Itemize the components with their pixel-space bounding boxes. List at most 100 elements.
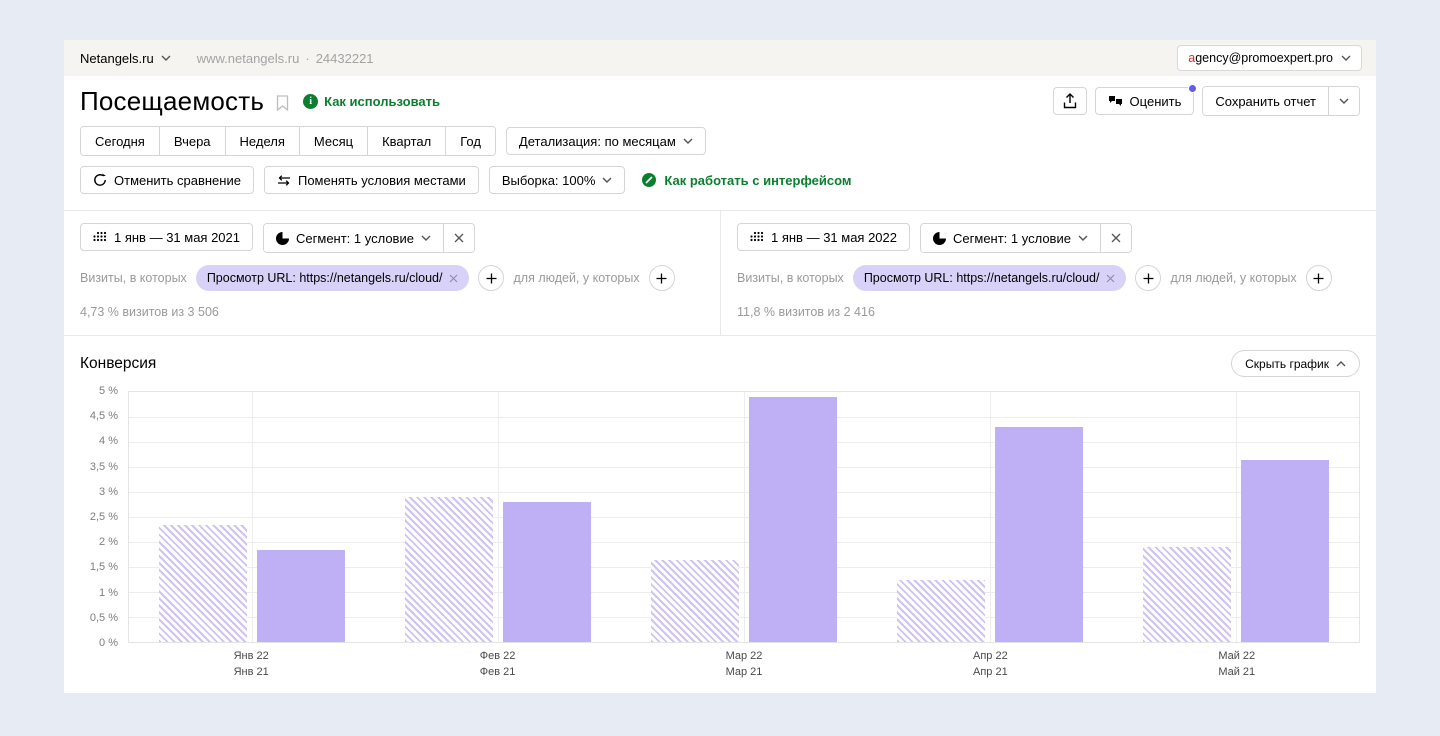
bar-solid[interactable] (995, 427, 1083, 642)
period-tab-1[interactable]: Сегодня (81, 127, 160, 155)
top-bar: Netangels.ru www.netangels.ru · 24432221… (64, 40, 1376, 76)
add-people-condition-button-a[interactable] (648, 265, 675, 291)
period-tab-2[interactable]: Вчера (159, 127, 226, 155)
bar-solid[interactable] (749, 397, 837, 642)
condition-chip-a[interactable]: Просмотр URL: https://netangels.ru/cloud… (195, 265, 470, 291)
bookmark-icon[interactable] (276, 95, 289, 111)
conversion-section: Конверсия Скрыть график 5 % 4,5 % 4 % 3,5 %… (64, 336, 1376, 693)
add-visit-condition-button-a[interactable] (478, 265, 505, 291)
sampling-label: Выборка: 100% (501, 172, 596, 188)
sampling-dropdown[interactable]: Выборка: 100% (488, 166, 626, 194)
period-tab-4[interactable]: Месяц (299, 127, 369, 155)
controls-row: Отменить сравнение Поменять условия мест… (80, 166, 1360, 202)
remove-segment-button-a[interactable] (443, 224, 474, 252)
bar-group (1113, 392, 1359, 642)
bar-solid[interactable] (503, 502, 591, 642)
save-report-button[interactable]: Сохранить отчет (1203, 87, 1328, 115)
v-gridline (990, 392, 991, 642)
period-tab-6[interactable]: Год (446, 127, 495, 155)
segment-stats-b: 11,8 % визитов из 2 416 (737, 305, 875, 319)
swap-icon (277, 174, 290, 186)
bar-solid[interactable] (1241, 459, 1329, 642)
page-title: Посещаемость (80, 85, 265, 116)
how-to-use-label: Как использовать (324, 93, 440, 109)
y-axis-tick: 3,5 % (89, 460, 118, 473)
date-range-label-b: 1 янв — 31 мая 2022 (771, 229, 898, 245)
segment-button-a[interactable]: Сегмент: 1 условие (264, 224, 443, 252)
people-label-b: для людей, у которых (1170, 271, 1297, 285)
conditions-row-a: Визиты, в которых Просмотр URL: https://… (80, 265, 704, 291)
calendar-icon (750, 231, 764, 242)
x-axis-label: Май 22 Май 21 (1218, 650, 1256, 678)
save-report-caret-button[interactable] (1329, 87, 1359, 115)
swap-conditions-label: Поменять условия местами (297, 172, 466, 188)
chip-close-icon[interactable] (1106, 274, 1115, 283)
v-gridline (498, 392, 499, 642)
how-to-use-link[interactable]: i Как использовать (303, 93, 440, 109)
cancel-compare-label: Отменить сравнение (114, 172, 241, 188)
y-axis-tick: 3 % (99, 485, 118, 498)
y-axis-tick: 0 % (99, 637, 118, 649)
interface-help-label: Как работать с интерфейсом (664, 172, 852, 188)
segment-panel-a: 1 янв — 31 мая 2021 Сегмент: 1 условие В… (64, 211, 720, 335)
chart-plot (128, 391, 1360, 643)
rate-label: Оценить (1129, 93, 1182, 109)
add-visit-condition-button-b[interactable] (1135, 265, 1162, 291)
segment-panels: 1 янв — 31 мая 2021 Сегмент: 1 условие В… (64, 210, 1376, 336)
period-tab-3[interactable]: Неделя (225, 127, 300, 155)
chevron-down-icon (161, 55, 171, 61)
segment-label-a: Сегмент: 1 условие (296, 230, 414, 246)
button-divider (442, 224, 444, 252)
date-range-button-a[interactable]: 1 янв — 31 мая 2021 (80, 223, 254, 251)
segment-button-b[interactable]: Сегмент: 1 условие (921, 224, 1100, 252)
date-range-button-b[interactable]: 1 янв — 31 мая 2022 (737, 223, 911, 251)
interface-help-link[interactable]: Как работать с интерфейсом (641, 172, 852, 188)
detail-dropdown[interactable]: Детализация: по месяцам (505, 127, 706, 155)
chevron-up-icon (1336, 360, 1346, 366)
chevron-down-icon (1078, 235, 1088, 241)
rate-button[interactable]: Оценить (1094, 84, 1198, 115)
bar-solid[interactable] (257, 549, 345, 642)
bar-group (375, 392, 621, 642)
add-people-condition-button-b[interactable] (1305, 265, 1332, 291)
cancel-compare-button[interactable]: Отменить сравнение (80, 166, 254, 194)
segment-pie-icon (276, 231, 290, 245)
chart-title: Конверсия (80, 354, 157, 372)
people-label-a: для людей, у которых (513, 271, 640, 285)
v-gridline (744, 392, 745, 642)
export-button[interactable] (1052, 87, 1087, 115)
bar-hatched[interactable] (897, 579, 985, 642)
period-tab-5[interactable]: Квартал (368, 127, 447, 155)
title-row: Посещаемость i Как использовать Оценить … (80, 82, 1360, 120)
site-info: www.netangels.ru · 24432221 (197, 51, 374, 66)
plus-icon (486, 273, 497, 283)
y-axis-tick: 1,5 % (89, 561, 118, 574)
swap-conditions-button[interactable]: Поменять условия местами (263, 166, 479, 194)
bar-hatched[interactable] (651, 559, 739, 642)
bar-group (867, 392, 1113, 642)
bar-hatched[interactable] (1143, 547, 1231, 642)
reset-icon (94, 173, 106, 186)
y-axis-tick: 4 % (99, 435, 118, 448)
remove-segment-button-b[interactable] (1100, 224, 1131, 252)
condition-chip-b[interactable]: Просмотр URL: https://netangels.ru/cloud… (852, 265, 1127, 291)
account-email: agency@promoexpert.pro (1188, 51, 1333, 65)
site-url: www.netangels.ru (196, 50, 300, 66)
counter-selector[interactable]: Netangels.ru (80, 51, 171, 66)
y-axis-tick: 2 % (99, 536, 118, 549)
segment-split-b: Сегмент: 1 условие (920, 223, 1132, 253)
segment-stats-a: 4,73 % визитов из 3 506 (80, 305, 219, 319)
feedback-bubbles-icon (1108, 95, 1122, 106)
account-menu[interactable]: agency@promoexpert.pro (1177, 45, 1362, 71)
separator-dot: · (305, 50, 310, 66)
bar-hatched[interactable] (405, 497, 493, 642)
bar-hatched[interactable] (159, 524, 247, 642)
chip-close-icon[interactable] (449, 274, 458, 283)
segment-label-b: Сегмент: 1 условие (953, 230, 1071, 246)
x-axis-label: Апр 22 Апр 21 (973, 650, 1008, 678)
info-icon: i (303, 93, 319, 109)
chevron-down-icon (683, 138, 693, 144)
period-tabs: Сегодня Вчера Неделя Месяц Квартал Год (80, 126, 496, 156)
calendar-icon (93, 231, 107, 242)
hide-chart-button[interactable]: Скрыть график (1231, 350, 1360, 377)
